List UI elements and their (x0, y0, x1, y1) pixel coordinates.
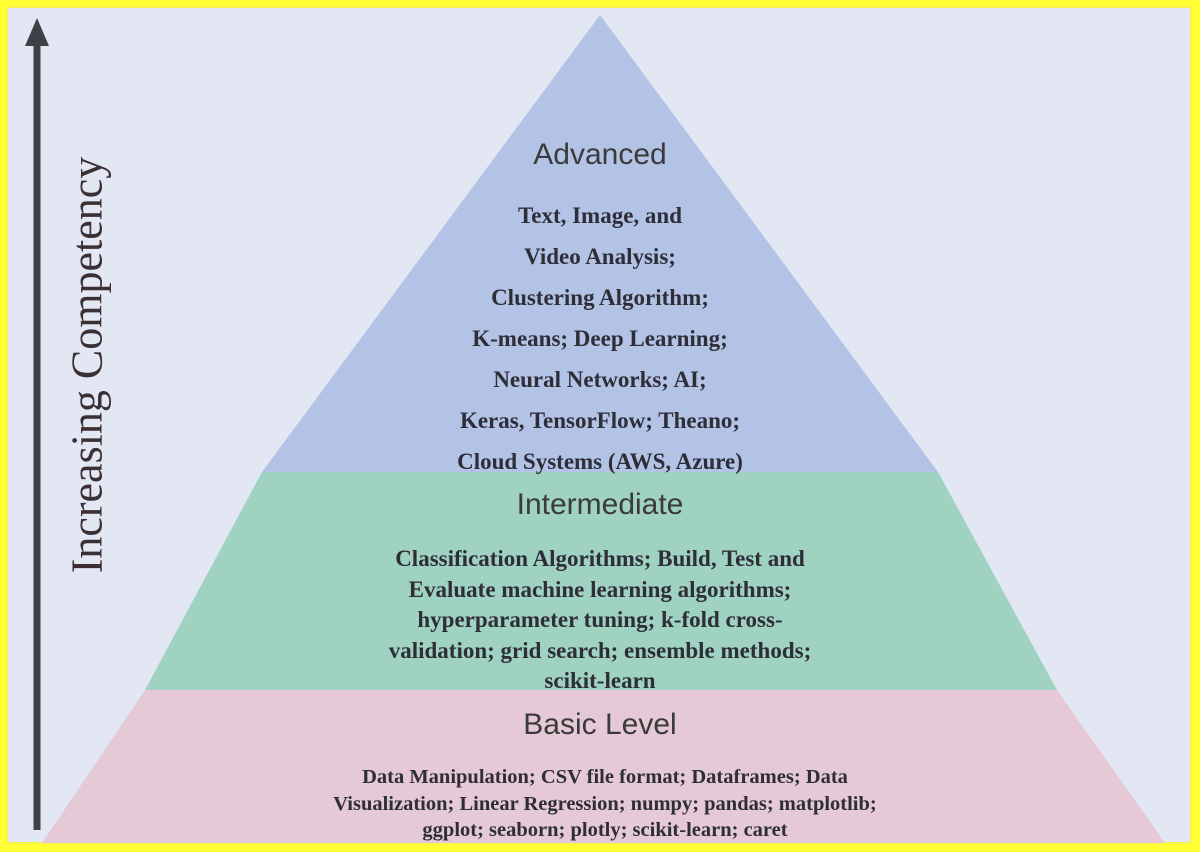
advanced-topics: Text, Image, and Video Analysis; Cluster… (400, 195, 800, 482)
topic-line: K-means; Deep Learning; (472, 326, 728, 351)
topic-line: Neural Networks; AI; (493, 367, 707, 392)
topic-line: Keras, TensorFlow; Theano; (459, 408, 741, 433)
basic-topics: Data Manipulation; CSV file format; Data… (200, 764, 1010, 844)
topic-line: scikit-learn (544, 668, 656, 693)
intermediate-tier (145, 472, 1057, 690)
topic-line: Classification Algorithms; Build, Test a… (395, 546, 805, 571)
topic-line: ggplot; seaborn; plotly; scikit-learn; c… (422, 819, 788, 841)
topic-line: Clustering Algorithm; (491, 285, 709, 310)
topic-line: Text, Image, and (518, 203, 682, 228)
topic-line: hyperparameter tuning; k-fold cross- (417, 607, 783, 632)
topic-line: Visualization; Linear Regression; numpy;… (333, 792, 877, 815)
competency-axis-label: Increasing Competency (62, 156, 112, 574)
intermediate-title: Intermediate (516, 488, 684, 521)
topic-line: Video Analysis; (524, 244, 676, 269)
basic-title: Basic Level (523, 708, 677, 741)
topic-line: Cloud Systems (AWS, Azure) (457, 449, 743, 474)
topic-line: Evaluate machine learning algorithms; (408, 576, 792, 602)
advanced-title: Advanced (533, 138, 667, 171)
topic-line: Data Manipulation; CSV file format; Data… (362, 766, 848, 788)
topic-line: validation; grid search; ensemble method… (388, 637, 812, 663)
advanced-tier (262, 15, 938, 472)
competency-arrow-head (25, 18, 49, 46)
intermediate-topics: Classification Algorithms; Build, Test a… (250, 544, 950, 697)
basic-tier (42, 690, 1165, 843)
